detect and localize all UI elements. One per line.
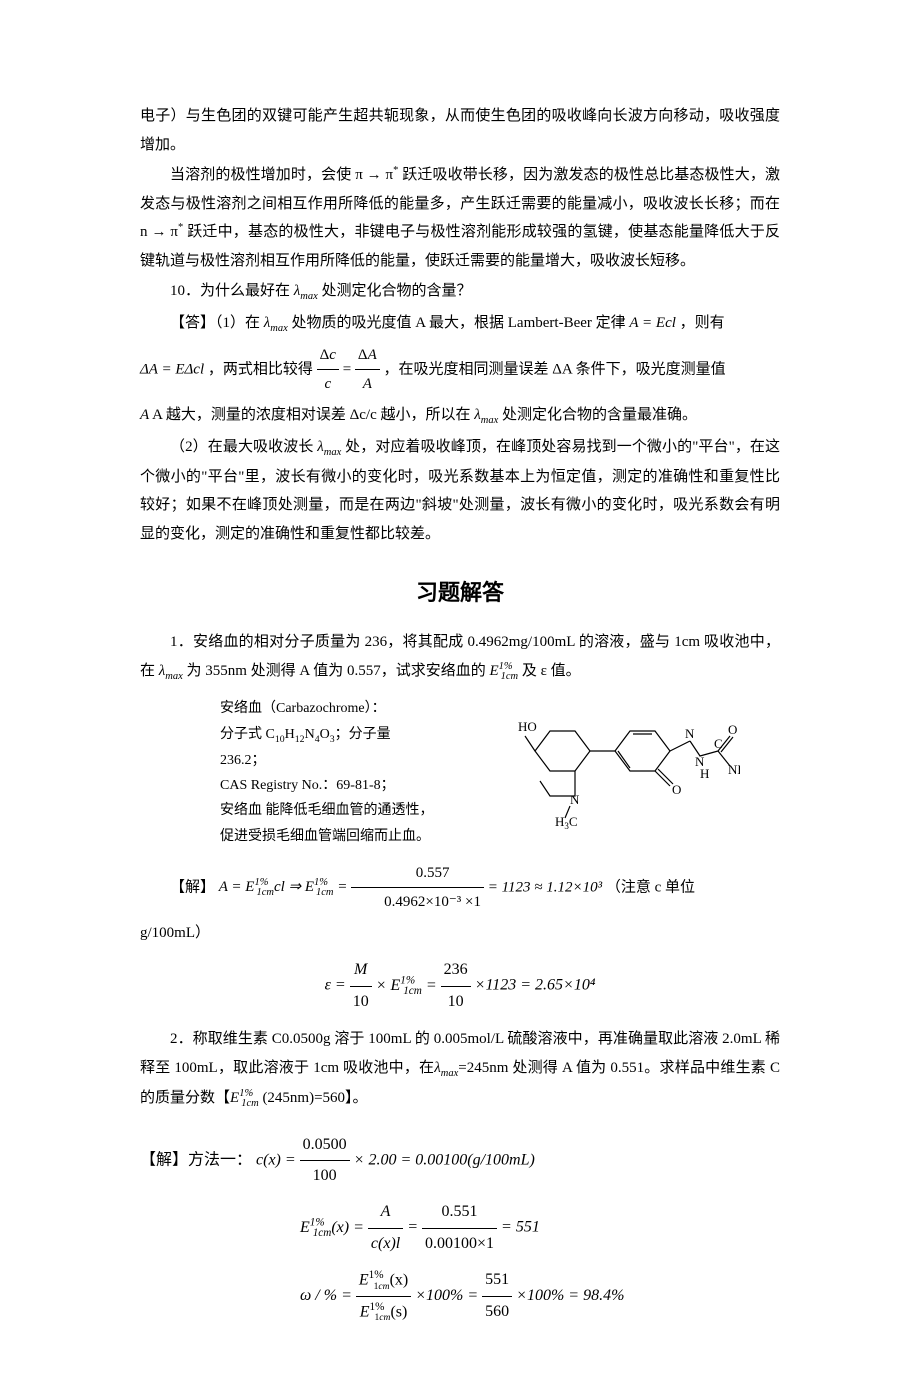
exercise-1: 1．安络血的相对分子质量为 236，将其配成 0.4962mg/100mL 的溶… xyxy=(140,628,780,686)
compound-text: 安络血（Carbazochrome）： 分子式 C10H12N4O3；分子量 2… xyxy=(220,696,480,848)
molecule-svg: HO O O N N N C NH2 H H3C xyxy=(500,696,740,836)
formula: A = Ecl xyxy=(629,315,676,331)
formula: A = E1%1cmcl ⇒ E1%1cm = xyxy=(219,879,351,895)
paragraph-solvent: 当溶剂的极性增加时，会使 π → π* 跃迁吸收带长移，因为激发态的极性总比基态… xyxy=(140,161,780,275)
label-O: O xyxy=(672,782,681,797)
text: 处测定化合物的含量最准确。 xyxy=(498,407,697,423)
solution-2-line2: E1%1cm(x) = Ac(x)l = 0.5510.00100×1 = 55… xyxy=(140,1197,780,1259)
section-title: 习题解答 xyxy=(140,572,780,614)
label-H3C: H3C xyxy=(555,814,578,831)
lambda-max: λmax xyxy=(434,1060,458,1076)
compound-name: 安络血（Carbazochrome）： xyxy=(220,696,480,721)
text: 10．为什么最好在 xyxy=(170,283,294,299)
text: ，两式相比较得 xyxy=(204,361,317,377)
text: 处测定化合物的含量？ xyxy=(318,283,472,299)
answer-1-part3: A A 越大，测量的浓度相对误差 Δc/c 越小，所以在 λmax 处测定化合物… xyxy=(140,401,780,431)
formula: ΔA = EΔcl xyxy=(140,361,204,377)
description-2: 促进受损毛细血管端回缩而止血。 xyxy=(220,824,480,849)
answer-1-part1: 【答】（1）在 λmax 处物质的吸光度值 A 最大，根据 Lambert-Be… xyxy=(140,309,780,339)
document-page: 电子）与生色团的双键可能产生超共轭现象，从而使生色团的吸收峰向长波方向移动，吸收… xyxy=(0,0,920,1394)
solution-label: 【解】 xyxy=(170,879,215,895)
label-H: H xyxy=(700,766,709,781)
cas-number: CAS Registry No.：69-81-8； xyxy=(220,773,480,798)
text: 【答】（1）在 xyxy=(170,315,264,331)
solution-1: 【解】 A = E1%1cmcl ⇒ E1%1cm = 0.5570.4962×… xyxy=(140,859,780,917)
text: 为 355nm 处测得 A 值为 0.557，试求安络血的 xyxy=(183,663,490,679)
epsilon-equation: ε = M10 × E1%1cm = 23610 ×1123 = 2.65×10… xyxy=(140,955,780,1017)
molecular-formula: 分子式 C10H12N4O3；分子量 xyxy=(220,722,480,748)
label-O: O xyxy=(728,722,737,737)
answer-2: （2）在最大吸收波长 λmax 处，对应着吸收峰顶，在峰顶处容易找到一个微小的"… xyxy=(140,433,780,548)
E1cm: E1%1cm xyxy=(230,1090,259,1106)
solution-2-line1: 【解】方法一： c(x) = 0.0500100 × 2.00 = 0.0010… xyxy=(140,1130,780,1192)
paragraph-continuation: 电子）与生色团的双键可能产生超共轭现象，从而使生色团的吸收峰向长波方向移动，吸收… xyxy=(140,102,780,159)
exercise-2: 2．称取维生素 C0.0500g 溶于 100mL 的 0.005mol/L 硫… xyxy=(140,1025,780,1113)
answer-1-part2: ΔA = EΔcl ，两式相比较得 Δcc = ΔAA ，在吸光度相同测量误差 … xyxy=(140,341,780,399)
lambda-max: λmax xyxy=(317,439,341,455)
text: 及 ε 值。 xyxy=(518,663,581,679)
text: 跃迁中，基态的极性大，非键电子与极性溶剂能形成较强的氢键，使基态能量降低大于反键… xyxy=(140,224,780,269)
label-N: N xyxy=(685,726,695,741)
solution-label: 【解】方法一： xyxy=(140,1151,252,1168)
result: = 1123 ≈ 1.12×10³ xyxy=(488,879,602,895)
text: 当溶剂的极性增加时，会使 π → π xyxy=(170,167,393,183)
solution-2-line3: ω / % = E1%1cm(x)E1%1cm(s) ×100% = 55156… xyxy=(140,1265,780,1327)
lambda-max: λmax xyxy=(159,663,183,679)
compound-info-box: 安络血（Carbazochrome）： 分子式 C10H12N4O3；分子量 2… xyxy=(220,696,780,848)
question-10: 10．为什么最好在 λmax 处测定化合物的含量？ xyxy=(140,277,780,307)
lambda-max: λmax xyxy=(264,315,288,331)
text: 处物质的吸光度值 A 最大，根据 Lambert-Beer 定律 xyxy=(288,315,630,331)
lambda-max: λmax xyxy=(294,283,318,299)
E1cm: E1%1cm xyxy=(489,663,518,679)
lambda-max: λmax xyxy=(474,407,498,423)
text: ，则有 xyxy=(676,315,725,331)
fraction: Δcc xyxy=(317,341,339,399)
text: (245nm)=560】。 xyxy=(259,1090,368,1106)
fraction: ΔAA xyxy=(355,341,380,399)
fraction: 0.5570.4962×10⁻³ ×1 xyxy=(351,859,484,917)
unit-note: g/100mL） xyxy=(140,919,780,948)
label-N: N xyxy=(570,792,580,807)
text: （2）在最大吸收波长 xyxy=(170,439,317,455)
description-1: 安络血 能降低毛细血管的通透性， xyxy=(220,798,480,823)
note: （注意 c 单位 xyxy=(606,879,695,895)
text: A 越大，测量的浓度相对误差 Δc/c 越小，所以在 xyxy=(152,407,474,423)
label-C: C xyxy=(714,736,723,751)
mol-weight: 236.2； xyxy=(220,748,480,773)
text: A xyxy=(140,407,149,423)
label-HO: HO xyxy=(518,719,537,734)
label-NH2: NH2 xyxy=(728,762,740,779)
molecular-structure: HO O O N N N C NH2 H H3C xyxy=(500,696,740,847)
text: ，在吸光度相同测量误差 ΔA 条件下，吸光度测量值 xyxy=(384,361,726,377)
